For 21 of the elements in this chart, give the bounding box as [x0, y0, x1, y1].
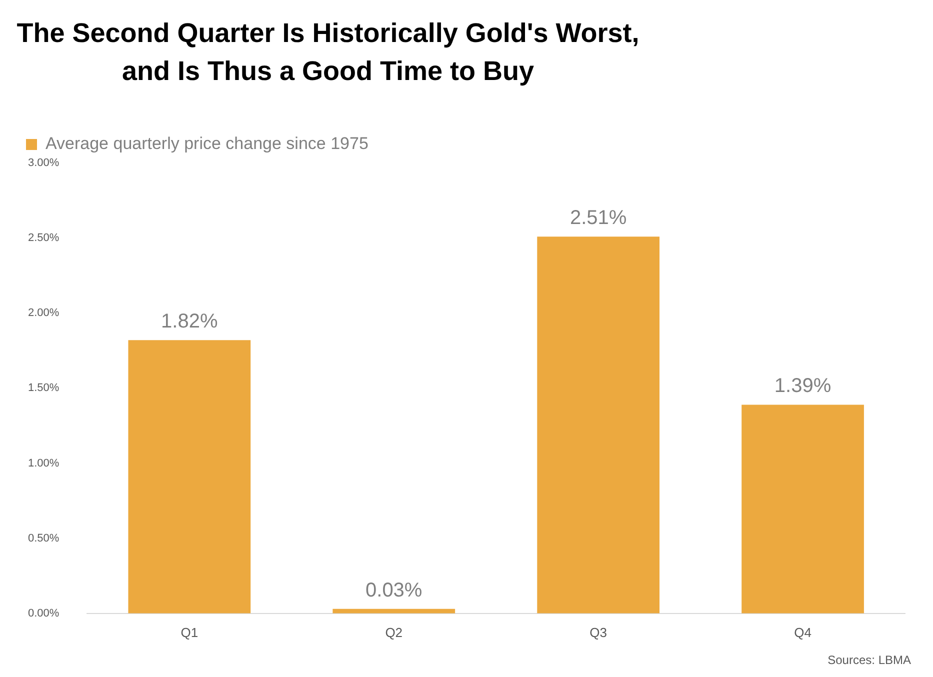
x-tick-label: Q4: [794, 624, 812, 640]
y-tick-label: 1.50%: [28, 382, 60, 394]
data-label: 2.51%: [570, 207, 627, 230]
y-tick-label: 0.00%: [28, 607, 60, 620]
bar: [128, 340, 251, 614]
bar: [537, 236, 660, 614]
data-label: 1.39%: [774, 375, 832, 398]
x-tick-label: Q2: [385, 624, 403, 640]
y-tick-label: 2.50%: [28, 232, 60, 244]
chart-title: The Second Quarter Is Historically Gold's Worst, and Is Thus a Good Time to Buy: [16, 17, 640, 88]
data-label: 1.82%: [161, 310, 218, 333]
y-tick-label: 3.00%: [28, 157, 60, 170]
y-tick-label: 0.50%: [28, 532, 60, 544]
data-label: 0.03%: [366, 579, 422, 602]
source-note: Sources: LBMA: [826, 653, 911, 667]
legend-label: Average quarterly price change since 1975: [46, 134, 368, 154]
x-tick-label: Q1: [180, 624, 198, 640]
y-tick-label: 2.00%: [28, 307, 60, 320]
y-tick-label: 1.00%: [28, 457, 60, 470]
bar: [742, 404, 864, 614]
x-tick-label: Q3: [590, 624, 607, 640]
